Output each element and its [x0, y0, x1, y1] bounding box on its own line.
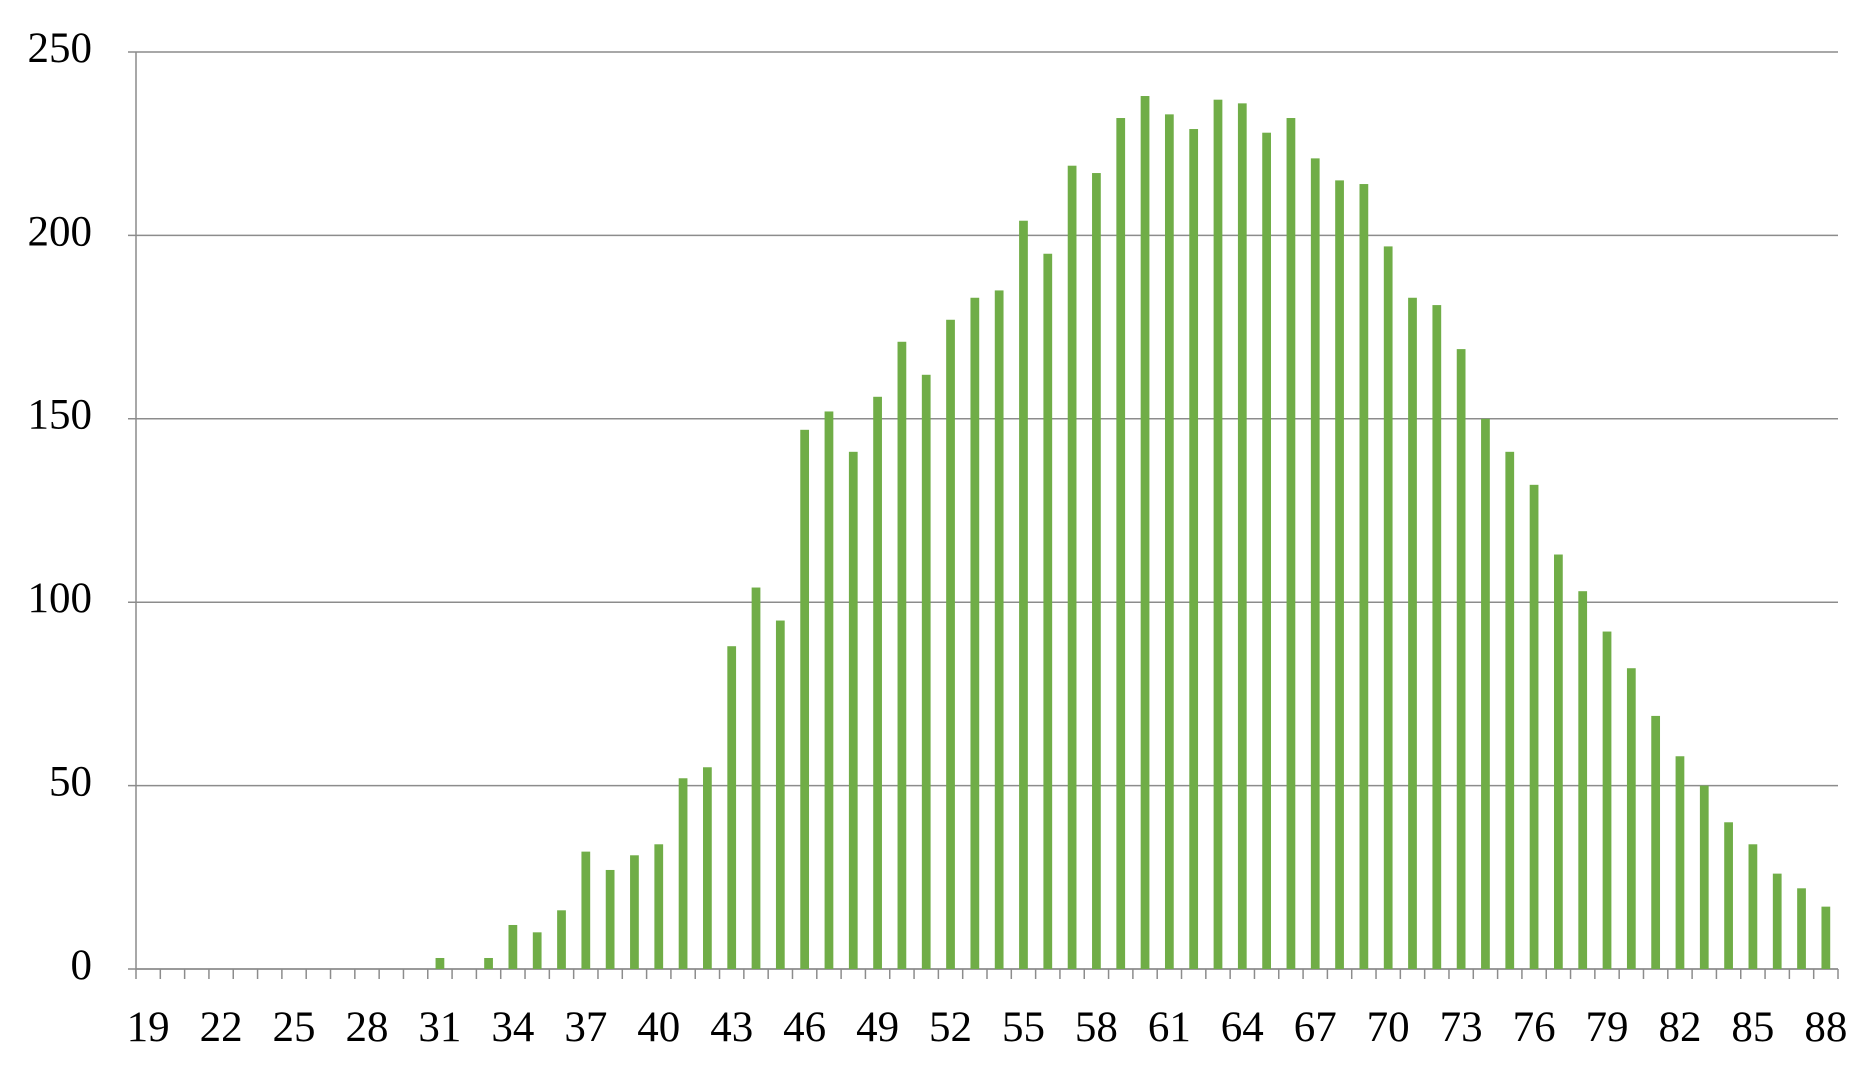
bar: [1213, 99, 1223, 969]
x-tick-label: 43: [710, 1004, 753, 1051]
bar: [1505, 451, 1515, 969]
bar: [800, 429, 810, 970]
x-tick-label: 25: [273, 1004, 316, 1051]
bar: [605, 869, 615, 969]
bar: [1748, 844, 1758, 969]
x-tick-label: 82: [1658, 1004, 1701, 1051]
bar: [994, 290, 1004, 969]
x-tick-label: 55: [1002, 1004, 1045, 1051]
bar: [1724, 822, 1733, 969]
x-tick-label: 34: [491, 1004, 534, 1051]
bar: [557, 910, 566, 969]
bar: [654, 844, 664, 969]
x-tick-label: 40: [637, 1004, 680, 1051]
bar: [484, 957, 493, 969]
x-tick-label: 73: [1440, 1004, 1483, 1051]
bar: [873, 396, 882, 969]
bar: [508, 924, 518, 969]
bar: [1286, 118, 1296, 970]
bar: [1797, 888, 1806, 969]
bar: [435, 957, 445, 969]
bar: [1043, 253, 1053, 970]
bar: [848, 451, 858, 969]
bar: [1067, 165, 1077, 969]
bar: [1092, 173, 1101, 969]
bar: [1554, 554, 1563, 969]
bar: [727, 646, 737, 969]
bar: [1481, 418, 1490, 969]
bar: [1335, 180, 1344, 969]
bar: [1602, 631, 1612, 969]
bar: [1578, 591, 1588, 969]
bar: [1651, 715, 1661, 969]
bar: [1164, 114, 1174, 969]
bar: [1772, 873, 1782, 969]
x-tick-label: 67: [1294, 1004, 1337, 1051]
bar: [1140, 96, 1150, 970]
bar: [1699, 785, 1709, 969]
y-tick-label: 200: [28, 208, 93, 255]
bar: [1262, 132, 1271, 970]
bar: [824, 411, 834, 969]
x-tick-label: 79: [1586, 1004, 1629, 1051]
bar: [1432, 305, 1442, 969]
bar: [1821, 906, 1831, 969]
bar: [532, 932, 542, 969]
x-tick-label: 46: [783, 1004, 826, 1051]
x-tick-label: 88: [1804, 1004, 1847, 1051]
x-tick-label: 64: [1221, 1004, 1264, 1051]
bar: [1116, 118, 1126, 970]
bar: [1237, 103, 1247, 970]
bar: [1408, 297, 1417, 970]
bar: [921, 374, 931, 969]
bar: [1310, 158, 1320, 969]
x-tick-label: 70: [1367, 1004, 1410, 1051]
bar: [946, 319, 955, 969]
y-tick-label: 100: [28, 575, 93, 622]
bar: [970, 297, 980, 970]
bar: [1675, 756, 1685, 969]
bar: [1529, 484, 1539, 969]
x-tick-label: 31: [418, 1004, 461, 1051]
bar: [751, 587, 761, 969]
x-tick-label: 28: [345, 1004, 388, 1051]
y-tick-label: 150: [28, 392, 93, 439]
y-tick-label: 250: [28, 25, 93, 72]
x-tick-label: 58: [1075, 1004, 1118, 1051]
bar: [1626, 668, 1636, 969]
bar: [1359, 184, 1369, 970]
x-tick-label: 22: [200, 1004, 243, 1051]
y-tick-label: 50: [49, 758, 92, 805]
bar: [897, 341, 907, 970]
bar: [775, 620, 785, 969]
x-tick-label: 19: [127, 1004, 170, 1051]
x-tick-label: 85: [1731, 1004, 1774, 1051]
bar: [1189, 129, 1199, 969]
bar: [1383, 246, 1393, 970]
bar: [678, 778, 688, 969]
bar: [581, 851, 591, 969]
bar: [630, 855, 639, 969]
bar: [1456, 349, 1466, 969]
x-tick-label: 37: [564, 1004, 607, 1051]
x-tick-label: 76: [1513, 1004, 1556, 1051]
bar: [703, 767, 712, 969]
x-tick-label: 49: [856, 1004, 899, 1051]
y-tick-label: 0: [71, 942, 93, 989]
x-tick-label: 52: [929, 1004, 972, 1051]
bar: [1019, 220, 1028, 969]
x-tick-label: 61: [1148, 1004, 1191, 1051]
